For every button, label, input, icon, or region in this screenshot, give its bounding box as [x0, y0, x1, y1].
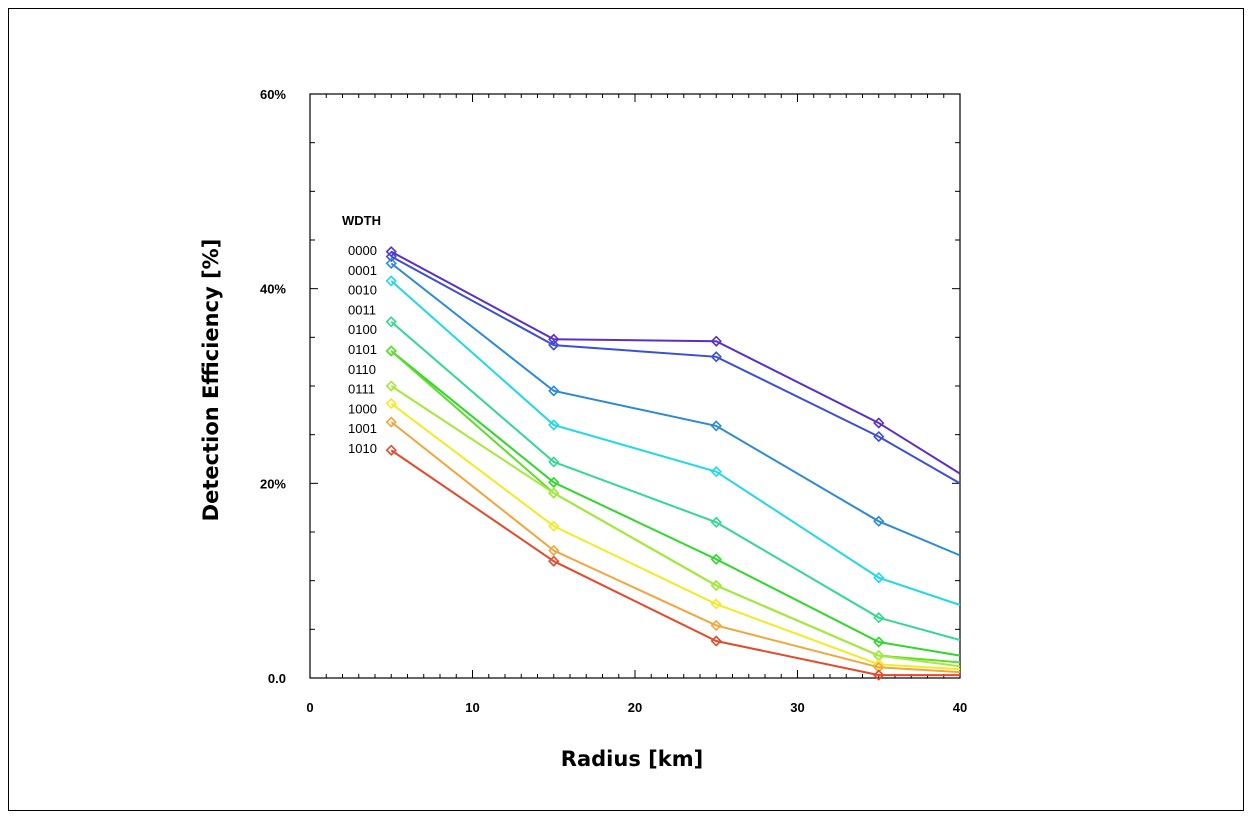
- legend-entry: 0101: [348, 342, 377, 357]
- legend: WDTH 0000 0001 0010 0011 0100 0101 0110 0111 100…: [342, 213, 381, 456]
- x-tick-label: 40: [953, 700, 967, 715]
- data-point-marker: [548, 476, 560, 488]
- series-1001: [385, 416, 961, 674]
- legend-title: WDTH: [342, 213, 381, 228]
- legend-entry: 0011: [348, 302, 376, 317]
- legend-entry: 0010: [348, 283, 377, 298]
- data-point-marker: [873, 669, 885, 681]
- data-point-marker: [548, 456, 560, 468]
- x-tick-label: 30: [790, 700, 804, 715]
- data-point-marker: [710, 335, 722, 347]
- series-1010: [385, 444, 960, 681]
- data-point-marker: [710, 579, 722, 592]
- data-point-marker: [873, 658, 885, 671]
- legend-entry: 0111: [348, 382, 375, 397]
- series-line: [390, 262, 961, 557]
- plot-area: [309, 93, 961, 679]
- y-tick-label: 40%: [260, 282, 286, 297]
- legend-entry: 0000: [348, 243, 377, 258]
- data-point-marker: [385, 275, 397, 287]
- series-line: [390, 250, 961, 475]
- data-point-marker: [385, 250, 397, 263]
- data-point-marker: [548, 385, 560, 397]
- series-0010: [385, 257, 961, 557]
- series-line: [390, 280, 961, 606]
- series-0101: [385, 345, 961, 657]
- figure-frame: [8, 8, 1244, 811]
- legend-entry: 0100: [348, 322, 377, 337]
- data-point-marker: [710, 619, 722, 632]
- data-point-marker: [710, 466, 722, 478]
- series-0100: [385, 316, 961, 642]
- data-point-marker: [548, 520, 560, 532]
- series-line: [390, 449, 960, 677]
- series-lines: [385, 246, 961, 681]
- series-0001: [385, 250, 961, 485]
- series-0111: [385, 380, 961, 668]
- data-point-marker: [710, 553, 722, 565]
- data-point-marker: [385, 444, 397, 456]
- data-point-marker: [873, 636, 885, 648]
- data-point-marker: [385, 345, 397, 357]
- x-tick-label: 20: [628, 700, 642, 715]
- series-line: [390, 402, 961, 671]
- data-point-marker: [548, 544, 560, 557]
- series-0011: [385, 275, 961, 606]
- data-point-marker: [385, 397, 397, 410]
- legend-entry: 1010: [348, 441, 377, 456]
- data-point-marker: [548, 419, 560, 431]
- data-point-marker: [548, 487, 560, 499]
- data-point-marker: [710, 516, 722, 528]
- data-point-marker: [873, 515, 885, 527]
- data-point-marker: [548, 333, 560, 345]
- series-1000: [385, 397, 961, 671]
- data-point-marker: [710, 635, 722, 647]
- y-tick-label: 60%: [260, 87, 286, 102]
- data-point-marker: [548, 555, 560, 567]
- data-point-marker: [385, 380, 397, 392]
- y-tick-label: 20%: [260, 476, 286, 491]
- series-0000: [385, 246, 961, 475]
- x-tick-label: 0: [306, 700, 313, 715]
- y-axis-title: Detection Efficiency [%]: [199, 239, 223, 522]
- legend-entry: 1000: [348, 401, 377, 416]
- data-point-marker: [385, 416, 397, 428]
- legend-entry: 1001: [348, 421, 377, 436]
- data-point-marker: [385, 246, 397, 258]
- data-point-marker: [385, 257, 397, 269]
- series-line: [390, 385, 961, 668]
- data-point-marker: [873, 430, 885, 443]
- series-line: [390, 350, 961, 657]
- data-point-marker: [385, 316, 397, 328]
- series-line: [390, 321, 961, 642]
- x-tick-label: 10: [465, 700, 479, 715]
- data-point-marker: [710, 351, 722, 363]
- data-point-marker: [710, 598, 722, 610]
- series-line: [390, 255, 961, 485]
- tick-marks: [309, 93, 961, 679]
- data-point-marker: [873, 612, 885, 624]
- data-point-marker: [873, 417, 885, 429]
- x-axis-title: Radius [km]: [561, 747, 703, 771]
- legend-entry: 0110: [348, 362, 376, 377]
- data-point-marker: [873, 572, 885, 584]
- y-tick-label: 0.0: [268, 671, 286, 686]
- data-point-marker: [873, 661, 885, 673]
- data-point-marker: [710, 420, 722, 432]
- legend-entry: 0001: [348, 263, 377, 278]
- series-line: [390, 421, 961, 674]
- tick-labels: 0 10 20 30 40 0.0 20% 40% 60%: [260, 87, 967, 715]
- data-point-marker: [548, 339, 560, 351]
